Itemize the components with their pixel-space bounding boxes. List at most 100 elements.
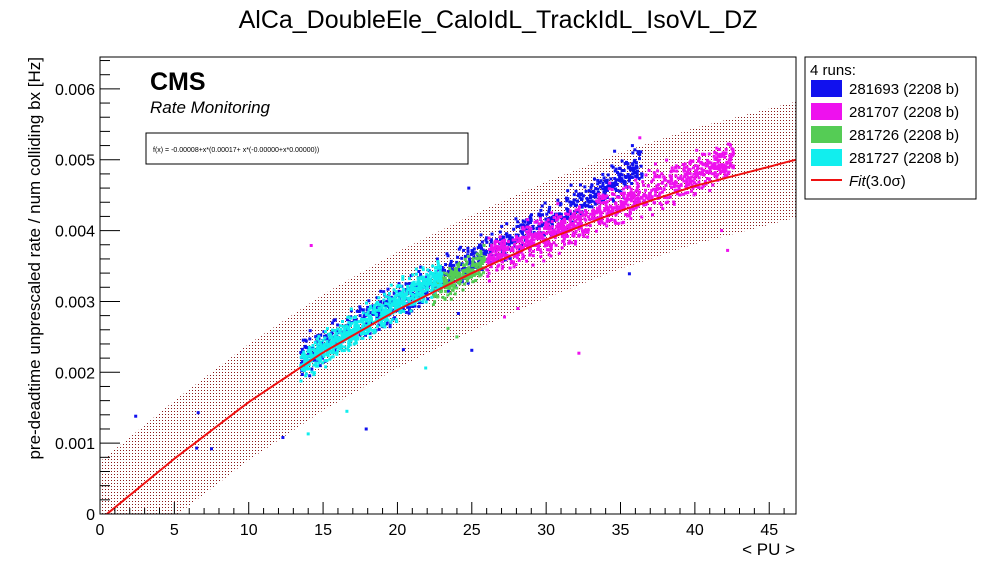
data-point bbox=[723, 155, 727, 159]
data-point bbox=[377, 327, 381, 331]
data-point bbox=[317, 361, 321, 365]
data-point bbox=[390, 303, 394, 307]
data-point bbox=[474, 265, 478, 269]
data-point bbox=[697, 156, 701, 160]
data-point bbox=[466, 276, 470, 280]
data-point bbox=[633, 148, 637, 152]
data-point bbox=[445, 272, 449, 276]
data-point bbox=[520, 237, 524, 241]
data-point bbox=[498, 256, 502, 260]
data-point bbox=[614, 187, 618, 191]
data-point bbox=[550, 218, 554, 222]
data-point bbox=[543, 201, 547, 205]
data-point bbox=[637, 190, 641, 194]
data-point bbox=[301, 353, 304, 357]
outlier-point bbox=[401, 348, 405, 352]
data-point bbox=[312, 373, 316, 377]
data-point bbox=[401, 277, 405, 281]
data-point bbox=[648, 198, 652, 202]
data-point bbox=[683, 175, 686, 179]
data-point bbox=[419, 273, 423, 276]
data-point bbox=[579, 203, 583, 207]
data-point bbox=[600, 217, 604, 221]
data-point bbox=[629, 167, 633, 171]
data-point bbox=[482, 255, 486, 259]
data-point bbox=[591, 209, 595, 213]
data-point bbox=[629, 217, 633, 221]
data-point bbox=[707, 170, 711, 174]
data-point bbox=[610, 218, 614, 222]
data-point bbox=[321, 338, 325, 342]
data-point bbox=[397, 301, 400, 305]
data-point bbox=[394, 307, 398, 311]
data-point bbox=[593, 202, 597, 206]
legend-fit-label: Fit(3.0σ) bbox=[849, 173, 906, 190]
data-point bbox=[341, 320, 344, 323]
data-point bbox=[351, 337, 355, 340]
data-point bbox=[636, 150, 640, 154]
data-point bbox=[366, 305, 370, 309]
x-tick-label: 20 bbox=[389, 522, 407, 539]
data-point bbox=[539, 250, 543, 254]
data-point bbox=[705, 177, 709, 180]
data-point bbox=[535, 227, 539, 231]
data-point bbox=[485, 236, 489, 240]
data-point bbox=[587, 205, 591, 209]
data-point bbox=[358, 307, 362, 311]
data-point bbox=[598, 204, 602, 208]
data-point bbox=[548, 205, 552, 209]
data-point bbox=[440, 266, 444, 269]
data-point bbox=[496, 255, 500, 259]
data-point bbox=[690, 175, 694, 179]
data-point bbox=[299, 379, 303, 383]
data-point bbox=[424, 283, 428, 287]
data-point bbox=[587, 215, 590, 219]
data-point bbox=[450, 283, 454, 287]
data-point bbox=[547, 208, 551, 211]
data-point bbox=[471, 280, 475, 284]
data-point bbox=[303, 366, 307, 370]
legend-label: 281707 (2208 b) bbox=[849, 104, 959, 121]
data-point bbox=[632, 202, 636, 205]
data-point bbox=[478, 243, 481, 247]
data-point bbox=[482, 244, 486, 247]
data-point bbox=[311, 351, 315, 355]
data-point bbox=[336, 327, 340, 331]
data-point bbox=[648, 207, 652, 211]
data-point bbox=[579, 226, 583, 230]
data-point bbox=[619, 192, 623, 195]
data-point bbox=[347, 332, 351, 336]
data-point bbox=[569, 212, 572, 216]
data-point bbox=[574, 208, 578, 212]
data-point bbox=[530, 239, 533, 242]
data-point bbox=[415, 285, 419, 289]
data-point bbox=[561, 220, 565, 224]
data-point bbox=[556, 198, 560, 202]
outlier-point bbox=[720, 229, 724, 233]
data-point bbox=[465, 279, 469, 283]
data-point bbox=[627, 175, 630, 179]
data-point bbox=[635, 181, 639, 185]
data-point bbox=[375, 308, 378, 312]
data-point bbox=[466, 253, 470, 257]
data-point bbox=[373, 329, 377, 333]
data-point bbox=[573, 242, 577, 246]
data-point bbox=[582, 203, 586, 207]
data-point bbox=[577, 234, 581, 238]
data-point bbox=[415, 292, 419, 296]
data-point bbox=[369, 316, 373, 320]
y-tick-label: 0.002 bbox=[55, 365, 95, 382]
data-point bbox=[651, 178, 655, 182]
data-point bbox=[644, 196, 648, 200]
data-point bbox=[596, 200, 600, 204]
data-point bbox=[578, 205, 581, 209]
data-point bbox=[462, 264, 466, 267]
y-tick-label: 0.005 bbox=[55, 153, 95, 170]
data-point bbox=[433, 300, 437, 304]
data-point bbox=[549, 245, 553, 249]
data-point bbox=[409, 274, 413, 278]
data-point bbox=[610, 164, 614, 168]
data-point bbox=[368, 311, 372, 315]
data-point bbox=[460, 256, 464, 260]
data-point bbox=[596, 178, 600, 182]
